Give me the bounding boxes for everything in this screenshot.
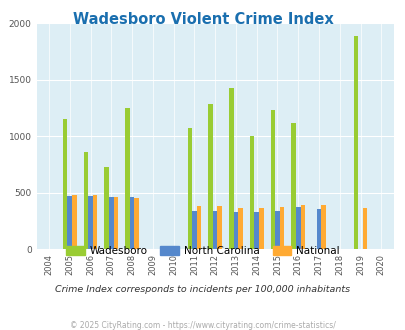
Bar xyxy=(109,197,113,249)
Bar xyxy=(291,123,295,249)
Text: Crime Index corresponds to incidents per 100,000 inhabitants: Crime Index corresponds to incidents per… xyxy=(55,285,350,294)
Bar xyxy=(362,208,367,249)
Bar xyxy=(67,196,72,249)
Bar xyxy=(295,207,300,249)
Bar xyxy=(130,197,134,249)
Bar xyxy=(134,198,139,249)
Bar xyxy=(63,119,67,249)
Bar xyxy=(353,36,358,249)
Bar xyxy=(212,211,217,249)
Bar xyxy=(208,105,212,249)
Bar xyxy=(192,211,196,249)
Bar xyxy=(300,205,305,249)
Bar xyxy=(275,211,279,249)
Bar xyxy=(93,195,97,249)
Bar xyxy=(196,206,201,249)
Bar xyxy=(104,167,109,249)
Bar xyxy=(258,209,263,249)
Bar xyxy=(233,212,238,249)
Bar xyxy=(113,197,118,249)
Text: Wadesboro Violent Crime Index: Wadesboro Violent Crime Index xyxy=(72,12,333,26)
Legend: Wadesboro, North Carolina, National: Wadesboro, North Carolina, National xyxy=(62,242,343,260)
Bar xyxy=(320,205,325,249)
Bar xyxy=(279,207,283,249)
Bar xyxy=(238,208,242,249)
Bar xyxy=(125,108,130,249)
Bar xyxy=(228,87,233,249)
Bar xyxy=(72,195,77,249)
Bar xyxy=(270,110,275,249)
Bar xyxy=(83,152,88,249)
Bar xyxy=(249,136,254,249)
Bar xyxy=(217,206,222,249)
Bar xyxy=(316,209,320,249)
Bar xyxy=(88,196,93,249)
Bar xyxy=(254,212,258,249)
Bar xyxy=(187,128,192,249)
Text: © 2025 CityRating.com - https://www.cityrating.com/crime-statistics/: © 2025 CityRating.com - https://www.city… xyxy=(70,321,335,330)
